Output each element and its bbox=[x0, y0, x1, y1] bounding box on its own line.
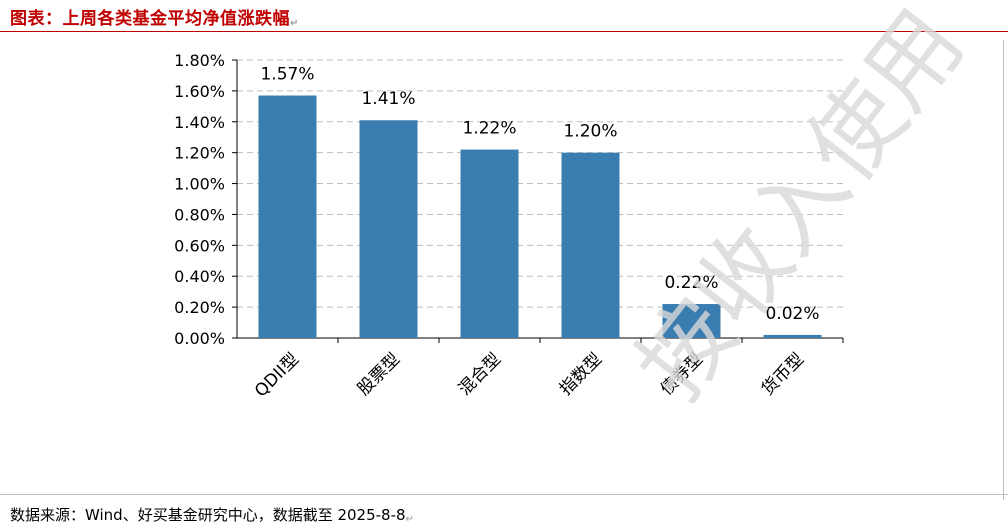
data-label: 1.22% bbox=[462, 119, 516, 139]
y-tick-label: 0.40% bbox=[174, 267, 225, 286]
bar bbox=[662, 304, 721, 338]
data-label: 1.20% bbox=[563, 122, 617, 142]
source-note-text: 数据来源：Wind、好买基金研究中心，数据截至 2025-8-8 bbox=[10, 506, 406, 524]
data-label: 1.41% bbox=[361, 89, 415, 109]
x-tick-label: QDII型 bbox=[251, 349, 303, 401]
y-tick-label: 0.20% bbox=[174, 298, 225, 317]
y-tick-label: 1.00% bbox=[174, 175, 225, 194]
x-tick-label: 货币型 bbox=[758, 349, 808, 399]
x-tick-label: 股票型 bbox=[354, 349, 404, 399]
data-label: 0.22% bbox=[664, 273, 718, 293]
y-tick-label: 1.40% bbox=[174, 113, 225, 132]
bar bbox=[359, 120, 418, 338]
page-title-text: 图表：上周各类基金平均净值涨跌幅 bbox=[10, 9, 290, 29]
footer-divider bbox=[0, 494, 1008, 495]
y-tick-label: 1.60% bbox=[174, 82, 225, 101]
page-title: 图表：上周各类基金平均净值涨跌幅↵ bbox=[10, 4, 299, 29]
source-note: 数据来源：Wind、好买基金研究中心，数据截至 2025-8-8↵ bbox=[10, 504, 414, 525]
y-tick-label: 1.20% bbox=[174, 144, 225, 163]
x-tick-label: 指数型 bbox=[556, 349, 606, 399]
bar bbox=[763, 334, 822, 338]
y-tick-label: 1.80% bbox=[174, 51, 225, 70]
header-divider bbox=[0, 31, 1008, 32]
bar bbox=[258, 95, 317, 339]
paragraph-mark-icon: ↵ bbox=[405, 514, 414, 525]
y-tick-label: 0.80% bbox=[174, 205, 225, 224]
bar bbox=[460, 149, 519, 338]
right-border bbox=[1003, 40, 1004, 500]
paragraph-mark-icon: ↵ bbox=[290, 18, 299, 29]
bar bbox=[561, 152, 620, 338]
data-label: 0.02% bbox=[765, 304, 819, 324]
x-tick-label: 混合型 bbox=[455, 349, 505, 399]
y-tick-label: 0.60% bbox=[174, 236, 225, 255]
data-label: 1.57% bbox=[260, 65, 314, 85]
y-tick-label: 0.00% bbox=[174, 329, 225, 348]
bar-chart: 0.00% 0.20% 0.40% 0.60% 0.80% 1.00% 1.20% 1.40%… bbox=[174, 51, 844, 401]
